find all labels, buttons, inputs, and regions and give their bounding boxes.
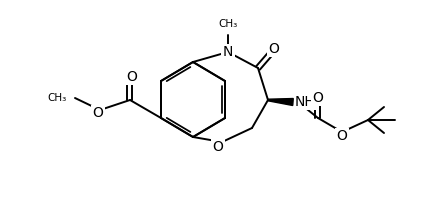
Text: O: O: [312, 91, 324, 105]
Text: CH₃: CH₃: [48, 93, 67, 103]
Text: O: O: [92, 106, 104, 120]
Text: CH₃: CH₃: [218, 19, 238, 29]
Text: O: O: [268, 42, 279, 56]
Polygon shape: [268, 98, 293, 105]
Text: O: O: [127, 70, 137, 84]
Text: N: N: [223, 45, 233, 59]
Text: NH: NH: [295, 95, 316, 109]
Text: O: O: [213, 140, 223, 154]
Text: O: O: [336, 129, 348, 143]
